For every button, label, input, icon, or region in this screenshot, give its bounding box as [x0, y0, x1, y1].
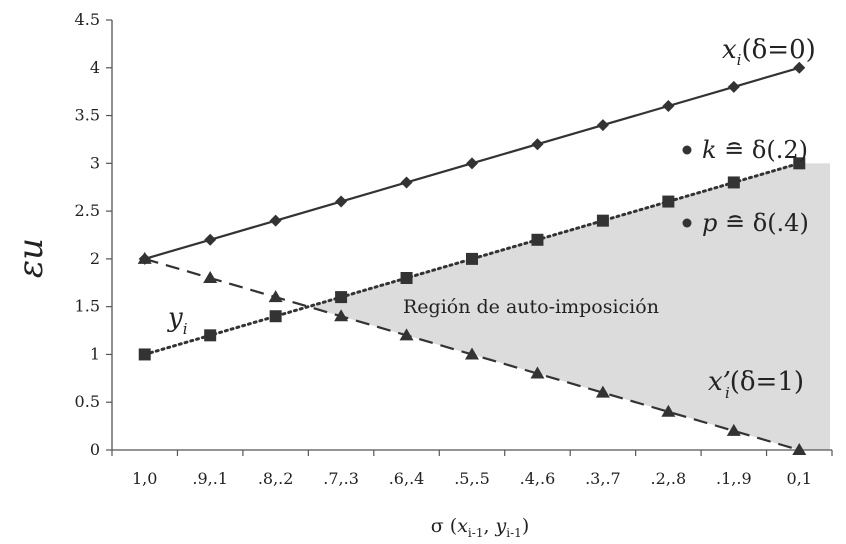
series-y-point-7	[596, 214, 609, 227]
series-x	[138, 61, 806, 265]
series-xprime	[137, 251, 807, 455]
series-y-point-3	[335, 291, 348, 304]
annotation-p: p ≘ δ(.4)	[702, 209, 809, 237]
series-xprime-point-4	[399, 328, 414, 341]
annotation-k-var: k	[702, 136, 717, 164]
series-y-point-0	[138, 348, 151, 361]
annotation-y-series: yi	[167, 303, 188, 338]
annotation-k: k ≘ δ(.2)	[702, 136, 808, 164]
series-y-point-8	[662, 195, 675, 208]
x-tick-label-8: .2,.8	[651, 469, 687, 488]
x-axis-label-close: )	[522, 515, 529, 537]
y-tick-label-8: 4	[90, 58, 100, 77]
y-tick-label-7: 3.5	[75, 106, 100, 125]
series-x-point-6	[531, 138, 544, 151]
self-imposition-region	[308, 163, 830, 451]
x-axis-label-y: y	[495, 515, 507, 537]
series-x-point-2	[269, 214, 282, 227]
series-xprime-point-9	[726, 423, 741, 436]
x-axis-label-y-sub: i-1	[506, 526, 522, 540]
y-ticks: 0 0.5 1 1.5 2 2.5 3 3.5 4 4.5	[75, 10, 112, 459]
annotation-p-var: p	[702, 209, 717, 237]
annotation-xprime-var: x	[708, 367, 723, 397]
y-tick-label-3: 1.5	[75, 297, 100, 316]
series-y-point-5	[466, 252, 478, 265]
x-axis-label-x: x	[457, 515, 468, 537]
x-axis-label-comma: ,	[483, 515, 495, 537]
annotation-xprime-prime: ’	[723, 367, 731, 397]
x-axis-label-open: (	[444, 515, 457, 537]
x-tick-label-4: .6,.4	[389, 469, 425, 488]
annotation-xprime-rest: (δ=1)	[730, 367, 804, 397]
region-label: Región de auto-imposición	[403, 296, 659, 318]
series-y-point-1	[204, 329, 217, 342]
x-tick-label-5: .5,.5	[454, 469, 490, 488]
series-xprime-point-0	[137, 251, 152, 264]
series-y-point-6	[531, 233, 544, 246]
annotation-xprime-sub: i	[725, 384, 730, 402]
x-axis-label: σ (xi-1, yi-1)	[431, 515, 529, 540]
series-xprime-point-1	[203, 271, 218, 283]
series-x-point-3	[335, 195, 348, 208]
annotation-p-rest: ≘ δ(.4)	[717, 209, 808, 237]
y-tick-label-5: 2.5	[75, 201, 100, 220]
series-x-point-9	[727, 80, 740, 93]
series-xprime-point-6	[530, 366, 545, 379]
annotation-x-rest: (δ=0)	[741, 35, 815, 65]
annotation-xprime-series: x’i(δ=1)	[708, 367, 804, 402]
x-tick-label-3: .7,.3	[323, 469, 359, 488]
y-tick-label-9: 4.5	[75, 10, 100, 29]
y-tick-label-2: 1	[90, 344, 100, 363]
series-y-point-10	[793, 157, 806, 170]
series-x-point-8	[662, 100, 675, 112]
series-x-point-4	[400, 176, 413, 189]
annotation-y-var: y	[167, 303, 183, 333]
bullet-k	[682, 145, 692, 155]
x-tick-label-0: 1,0	[132, 469, 157, 488]
series-y	[138, 157, 806, 361]
x-tick-label-2: .8,.2	[258, 469, 294, 488]
series-x-point-7	[596, 119, 609, 132]
annotation-k-rest: ≘ δ(.2)	[717, 136, 808, 164]
series-xprime-point-10	[792, 443, 807, 455]
series-xprime-point-5	[465, 347, 479, 360]
y-tick-label-4: 2	[90, 249, 100, 268]
series-y-point-9	[727, 176, 740, 189]
x-ticks: 1,0 .9,.1 .8,.2 .7,.3 .6,.4 .5,.5 .4,.6 .3,.7 .2…	[111, 450, 833, 488]
x-axis-label-sigma: σ	[431, 515, 444, 537]
series-xprime-point-7	[595, 385, 610, 398]
x-tick-label-7: .3,.7	[585, 469, 621, 488]
series-layer	[137, 61, 807, 455]
x-tick-label-10: 0,1	[787, 469, 812, 488]
bullet-p	[682, 218, 692, 228]
y-tick-label-6: 3	[90, 153, 100, 172]
series-y-point-2	[269, 310, 282, 323]
annotation-x-series: xi(δ=0)	[722, 35, 816, 69]
series-xprime-point-8	[661, 404, 676, 417]
series-x-point-5	[466, 157, 478, 170]
annotation-y-sub: i	[183, 320, 188, 338]
annotation-x-sub: i	[737, 51, 742, 69]
x-tick-label-9: .1,.9	[716, 469, 752, 488]
x-axis-label-x-sub: i-1	[468, 526, 484, 540]
annotation-x-var: x	[722, 35, 737, 65]
x-tick-label-1: .9,.1	[192, 469, 228, 488]
series-y-point-4	[400, 272, 413, 284]
y-axis-label: εu	[11, 238, 51, 278]
y-tick-label-0: 0	[90, 440, 100, 459]
x-tick-label-6: .4,.6	[520, 469, 556, 488]
series-xprime-point-3	[334, 309, 349, 322]
y-tick-label-1: 0.5	[75, 392, 100, 411]
series-xprime-point-2	[268, 290, 283, 303]
series-x-point-1	[204, 233, 217, 246]
series-x-point-10	[793, 61, 806, 74]
